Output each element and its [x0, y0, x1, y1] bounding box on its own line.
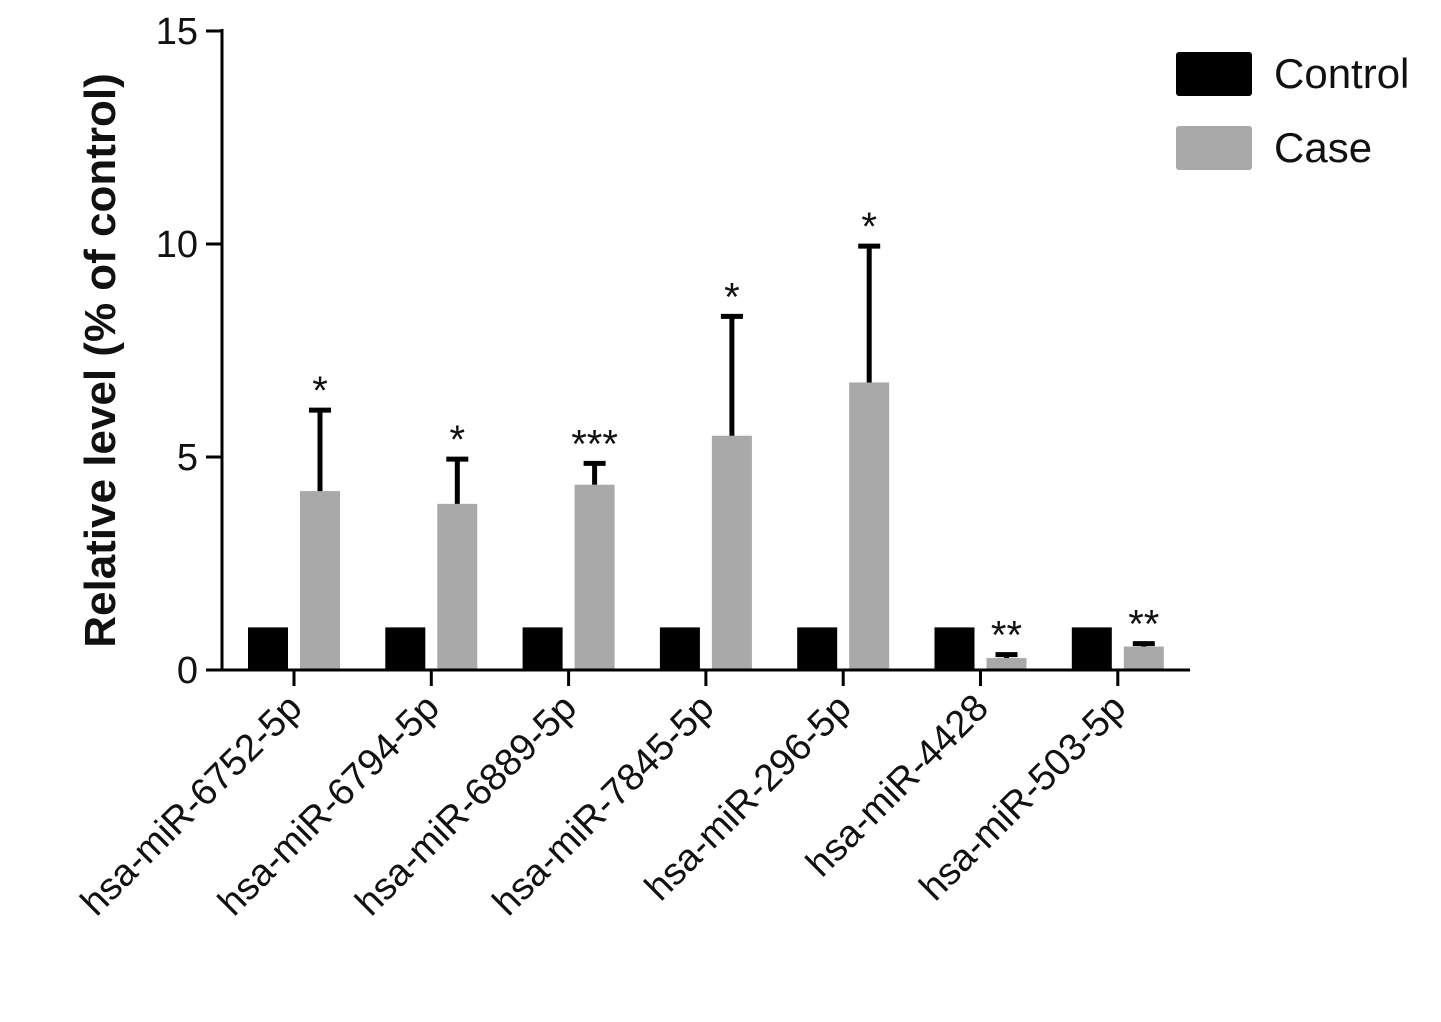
y-axis-title: Relative level (% of control)	[76, 73, 125, 648]
bar-case-0	[300, 491, 340, 670]
bar-case-6	[1123, 646, 1164, 670]
significance-label-2: ***	[571, 422, 618, 466]
bar-case-5	[986, 658, 1027, 670]
y-tick-label-1: 5	[177, 437, 198, 479]
y-tick-label-0: 0	[177, 650, 198, 692]
bar-case-2	[574, 484, 615, 670]
y-tick-label-2: 10	[156, 224, 198, 266]
bar-control-0	[248, 627, 288, 670]
bar-control-3	[659, 627, 700, 670]
bar-control-1	[385, 627, 426, 670]
significance-label-1: *	[450, 418, 466, 462]
y-tick-label-3: 15	[156, 11, 198, 53]
significance-label-6: **	[1128, 603, 1159, 647]
bar-control-4	[797, 627, 838, 670]
bar-control-2	[522, 627, 563, 670]
bar-case-3	[711, 435, 752, 670]
significance-label-4: *	[861, 205, 877, 249]
bar-control-6	[1071, 627, 1112, 670]
legend-label-1: Case	[1274, 124, 1372, 171]
significance-label-3: *	[724, 275, 740, 319]
significance-label-5: **	[991, 614, 1022, 658]
significance-label-0: *	[312, 369, 328, 413]
bar-case-4	[849, 382, 890, 670]
legend-swatch-0	[1176, 52, 1252, 96]
legend-swatch-1	[1176, 126, 1252, 170]
legend-label-0: Control	[1274, 50, 1409, 97]
bar-case-1	[437, 503, 478, 670]
bar-control-5	[934, 627, 975, 670]
